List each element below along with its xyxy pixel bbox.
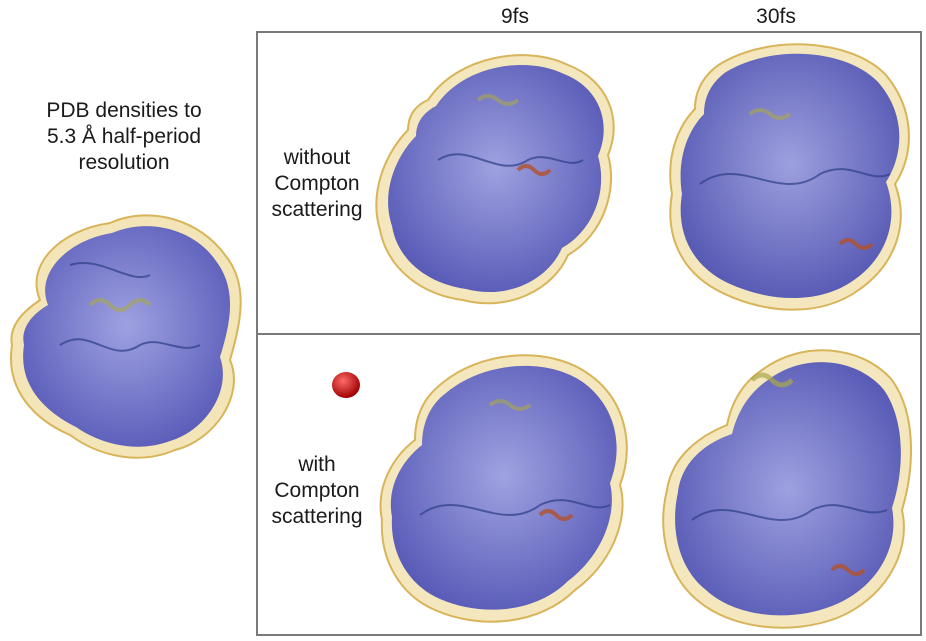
density-map-without-compton-9fs	[375, 54, 615, 305]
row-label-with-compton: with Compton scattering	[271, 453, 363, 528]
density-map-with-compton-9fs	[379, 354, 628, 623]
red-sphere-marker	[332, 372, 360, 398]
column-header-30fs: 30fs	[756, 5, 796, 28]
row-label-without-compton: without Compton scattering	[271, 146, 363, 221]
reference-density-map	[10, 214, 242, 459]
density-map-without-compton-30fs	[669, 43, 910, 311]
column-header-9fs: 9fs	[500, 5, 529, 28]
reference-label: PDB densities to 5.3 Å half-period resol…	[46, 99, 202, 174]
density-map-with-compton-30fs	[662, 349, 912, 629]
row-divider	[256, 333, 922, 335]
